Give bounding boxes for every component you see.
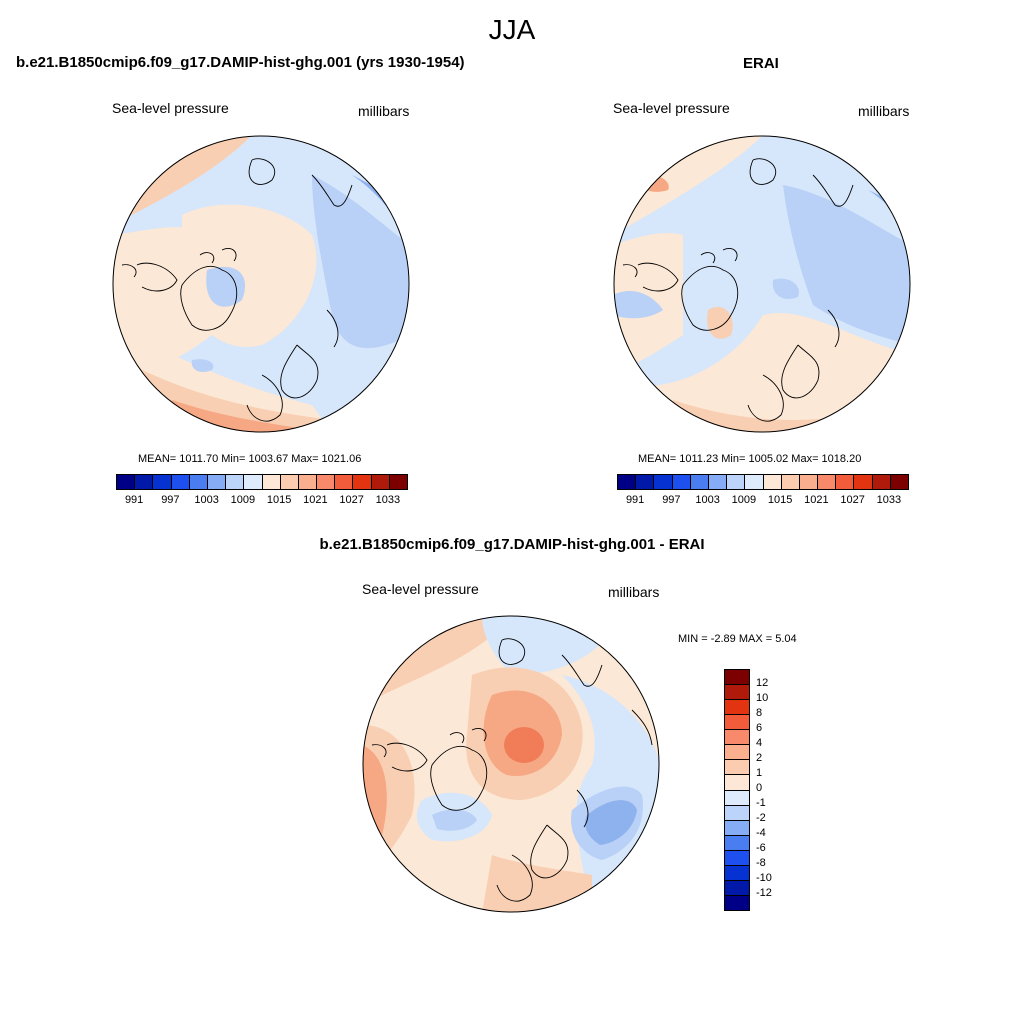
colorbar-swatch — [207, 475, 227, 489]
model-panel-title: b.e21.B1850cmip6.f09_g17.DAMIP-hist-ghg.… — [16, 54, 465, 71]
colorbar-swatch — [818, 475, 837, 489]
obs-stats: MEAN= 1011.23 Min= 1005.02 Max= 1018.20 — [638, 453, 862, 465]
colorbar-swatch — [725, 685, 749, 701]
colorbar-swatch — [725, 775, 749, 791]
model-variable-label: Sea-level pressure — [112, 100, 229, 116]
colorbar-swatch — [725, 835, 749, 851]
colorbar-swatch — [317, 475, 336, 489]
colorbar-tick-label: -10 — [756, 872, 772, 884]
colorbar-tick-label: 1015 — [767, 494, 793, 506]
colorbar-tick-label: 1003 — [194, 494, 219, 506]
colorbar-swatch — [690, 475, 709, 489]
colorbar-swatch — [727, 475, 746, 489]
colorbar-swatch — [854, 475, 873, 489]
colorbar-swatch — [171, 475, 190, 489]
colorbar-tick-label: 991 — [625, 494, 645, 506]
colorbar-tick-label: 997 — [161, 494, 180, 506]
colorbar-swatch — [799, 475, 819, 489]
model-stats: MEAN= 1011.70 Min= 1003.67 Max= 1021.06 — [138, 453, 362, 465]
colorbar-swatch — [636, 475, 655, 489]
colorbar-tick-label: 1021 — [303, 494, 328, 506]
colorbar-swatch — [298, 475, 318, 489]
colorbar-swatch — [189, 475, 208, 489]
colorbar-swatch — [725, 670, 749, 686]
colorbar-tick-label: 1033 — [375, 494, 401, 506]
colorbar-tick-label: 12 — [756, 677, 769, 689]
colorbar-tick-label: 991 — [124, 494, 144, 506]
colorbar-tick-label: 1009 — [731, 494, 757, 506]
colorbar-swatch — [725, 850, 749, 866]
colorbar-swatch — [244, 475, 263, 489]
diff-stats: MIN = -2.89 MAX = 5.04 — [678, 633, 797, 645]
colorbar-swatch — [725, 760, 749, 776]
colorbar-tick-label: 1027 — [339, 494, 364, 506]
colorbar-tick-label: -8 — [756, 857, 766, 869]
colorbar-swatch — [725, 745, 749, 761]
colorbar-swatch — [280, 475, 299, 489]
colorbar-swatch — [890, 475, 908, 489]
diff-variable-label: Sea-level pressure — [362, 581, 479, 597]
colorbar-swatch — [371, 475, 390, 489]
colorbar-swatch — [781, 475, 800, 489]
colorbar-swatch — [872, 475, 891, 489]
colorbar-swatch — [725, 790, 749, 806]
colorbar-tick-label: -2 — [756, 812, 766, 824]
colorbar-swatch — [117, 475, 136, 489]
colorbar-tick-label: 997 — [662, 494, 681, 506]
colorbar-swatch — [389, 475, 407, 489]
colorbar-tick-label: 1009 — [230, 494, 256, 506]
colorbar-swatch — [226, 475, 245, 489]
colorbar-tick-label: 1033 — [876, 494, 902, 506]
colorbar-tick-label: 1 — [756, 767, 763, 779]
obs-colorbar — [617, 474, 909, 490]
colorbar-tick-label: 1027 — [840, 494, 865, 506]
colorbar-swatch — [618, 475, 637, 489]
colorbar-swatch — [745, 475, 764, 489]
colorbar-tick-label: -12 — [756, 887, 772, 899]
colorbar-swatch — [725, 880, 749, 896]
colorbar-swatch — [725, 715, 749, 731]
obs-variable-label: Sea-level pressure — [613, 100, 730, 116]
colorbar-tick-label: 8 — [756, 707, 763, 719]
colorbar-tick-label: -1 — [756, 797, 766, 809]
colorbar-tick-label: 0 — [756, 782, 763, 794]
colorbar-tick-label: 4 — [756, 737, 763, 749]
model-polar-map — [112, 135, 410, 433]
season-title: JJA — [488, 14, 536, 45]
colorbar-swatch — [725, 700, 749, 716]
colorbar-swatch — [135, 475, 154, 489]
colorbar-tick-label: 1015 — [266, 494, 292, 506]
colorbar-tick-label: 1021 — [804, 494, 829, 506]
diff-units-label: millibars — [608, 584, 660, 600]
colorbar-tick-label: 1003 — [695, 494, 720, 506]
colorbar-swatch — [262, 475, 281, 489]
colorbar-swatch — [335, 475, 354, 489]
obs-panel-title: ERAI — [743, 55, 779, 72]
colorbar-swatch — [725, 895, 749, 910]
obs-polar-map — [613, 135, 911, 433]
colorbar-swatch — [708, 475, 728, 489]
colorbar-swatch — [725, 865, 749, 881]
colorbar-swatch — [353, 475, 372, 489]
diff-colorbar — [724, 669, 750, 911]
obs-units-label: millibars — [858, 103, 910, 119]
colorbar-swatch — [725, 730, 749, 746]
colorbar-swatch — [725, 820, 749, 836]
diff-panel-title: b.e21.B1850cmip6.f09_g17.DAMIP-hist-ghg.… — [319, 536, 705, 553]
colorbar-tick-label: -6 — [756, 842, 766, 854]
model-units-label: millibars — [358, 103, 410, 119]
diff-polar-map — [362, 615, 660, 913]
colorbar-swatch — [836, 475, 855, 489]
colorbar-tick-label: 2 — [756, 752, 763, 764]
colorbar-tick-label: 6 — [756, 722, 763, 734]
colorbar-tick-label: -4 — [756, 827, 766, 839]
colorbar-swatch — [654, 475, 673, 489]
model-colorbar — [116, 474, 408, 490]
colorbar-swatch — [725, 805, 749, 821]
colorbar-swatch — [763, 475, 782, 489]
colorbar-swatch — [153, 475, 172, 489]
colorbar-tick-label: 10 — [756, 692, 769, 704]
colorbar-swatch — [672, 475, 691, 489]
